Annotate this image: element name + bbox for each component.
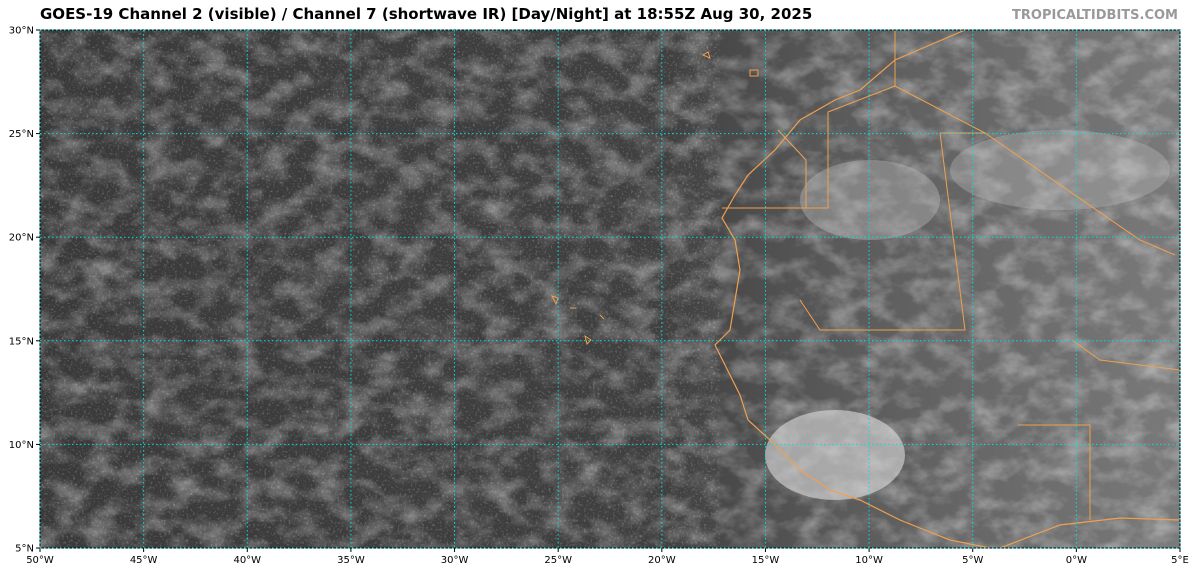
y-tick-label: 10°N — [9, 440, 34, 451]
satellite-image — [40, 30, 1180, 548]
x-tick-label: 10°W — [855, 555, 883, 566]
x-tick-label: 45°W — [130, 555, 158, 566]
borders — [722, 30, 1180, 520]
x-tick-label: 25°W — [544, 555, 572, 566]
y-tick-label: 25°N — [9, 129, 34, 140]
x-tick-label: 0°W — [1066, 555, 1087, 566]
x-tick-label: 5°W — [962, 555, 983, 566]
x-tick-label: 50°W — [26, 555, 54, 566]
y-tick-label: 5°N — [15, 544, 34, 555]
x-tick-label: 40°W — [233, 555, 261, 566]
map-frame — [39, 29, 1181, 549]
watermark: TROPICALTIDBITS.COM — [1012, 8, 1178, 23]
map-title: GOES-19 Channel 2 (visible) / Channel 7 … — [40, 5, 812, 23]
x-tick-label: 20°W — [648, 555, 676, 566]
islands — [551, 51, 759, 345]
y-tick-label: 15°N — [9, 336, 34, 347]
coastline — [714, 30, 1180, 548]
y-tick-label: 20°N — [9, 233, 34, 244]
x-tick-label: 35°W — [337, 555, 365, 566]
x-tick-label: 30°W — [441, 555, 469, 566]
x-tick-label: 5°E — [1171, 555, 1189, 566]
x-tick-label: 15°W — [752, 555, 780, 566]
y-tick-label: 30°N — [9, 26, 34, 37]
